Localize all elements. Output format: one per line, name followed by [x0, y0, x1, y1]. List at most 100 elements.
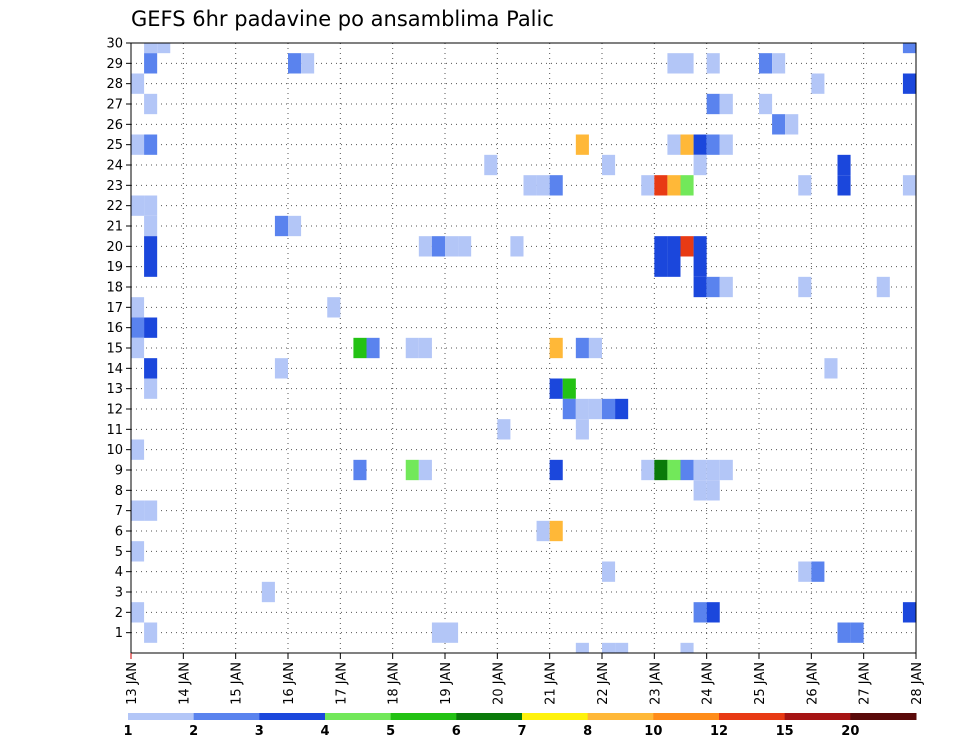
- y-tick-label: 8: [115, 484, 123, 499]
- precip-cell: [706, 480, 720, 501]
- precip-cell: [144, 500, 158, 521]
- precip-cell: [274, 215, 288, 237]
- precip-cell: [798, 175, 812, 196]
- y-tick-label: 20: [106, 240, 123, 255]
- precip-cell: [497, 419, 511, 440]
- precip-cell: [405, 337, 419, 359]
- x-tick-label: 26 JAN: [805, 662, 820, 705]
- precip-cell: [144, 256, 158, 277]
- y-tick-label: 29: [106, 57, 123, 72]
- precip-cell: [693, 256, 707, 277]
- precip-cell: [693, 480, 707, 501]
- precip-cell: [654, 459, 668, 481]
- precip-cell: [144, 317, 158, 338]
- y-tick-label: 5: [115, 545, 123, 560]
- colorbar-label: 8: [583, 724, 592, 739]
- y-tick-label: 11: [106, 423, 123, 438]
- colorbar-swatch: [456, 713, 523, 720]
- y-tick-label: 26: [106, 118, 123, 133]
- y-tick-label: 28: [106, 77, 123, 92]
- precip-cell: [667, 236, 681, 257]
- x-tick-label: 28 JAN: [910, 662, 925, 705]
- precip-cell: [431, 236, 445, 257]
- y-tick-label: 10: [106, 443, 123, 458]
- precip-cell: [549, 459, 563, 481]
- precip-cell: [405, 459, 419, 481]
- y-tick-label: 21: [106, 220, 123, 235]
- y-tick-label: 1: [115, 626, 123, 641]
- precip-cell: [327, 297, 341, 318]
- precip-cell: [431, 622, 445, 643]
- precip-cell: [667, 256, 681, 277]
- y-tick-label: 23: [106, 179, 123, 194]
- y-tick-label: 19: [106, 260, 123, 275]
- precip-cell: [719, 93, 733, 115]
- precip-cell: [144, 358, 158, 379]
- y-tick-label: 13: [106, 382, 123, 397]
- precip-cell: [824, 358, 838, 379]
- precip-cell: [654, 256, 668, 277]
- colorbar-label: 1: [123, 724, 132, 739]
- precip-cell: [680, 459, 694, 481]
- precip-cell: [654, 175, 668, 196]
- precip-cell: [575, 398, 589, 420]
- precip-cell: [719, 134, 733, 155]
- colorbar-label: 3: [255, 724, 264, 739]
- precip-cell: [641, 459, 655, 481]
- precip-cell: [602, 642, 616, 653]
- colorbar-label: 20: [841, 724, 859, 739]
- precip-cell: [602, 561, 616, 582]
- y-tick-label: 3: [115, 586, 123, 601]
- y-tick-label: 4: [115, 565, 123, 580]
- colorbar-swatch: [128, 713, 195, 720]
- y-tick-label: 30: [106, 37, 123, 52]
- precip-cell: [693, 154, 707, 176]
- y-tick-label: 22: [106, 199, 123, 214]
- precip-cell: [536, 175, 550, 196]
- precip-cell: [719, 459, 733, 481]
- precip-cell: [667, 53, 681, 74]
- precip-cell: [680, 134, 694, 155]
- colorbar-swatch: [719, 713, 786, 720]
- colorbar-swatch: [784, 713, 851, 720]
- precip-cell: [131, 439, 145, 460]
- precip-cell: [144, 236, 158, 257]
- precip-cell: [680, 53, 694, 74]
- precip-cell: [693, 602, 707, 623]
- precip-cell: [144, 215, 158, 237]
- colorbar-label: 4: [320, 724, 329, 739]
- precip-cell: [131, 317, 145, 338]
- precip-cell: [131, 134, 145, 155]
- precip-cell: [667, 175, 681, 196]
- precip-cell: [157, 43, 171, 54]
- precip-cell: [366, 337, 380, 359]
- y-tick-label: 6: [115, 525, 123, 540]
- precip-cell: [667, 134, 681, 155]
- precip-cell: [458, 236, 472, 257]
- precip-cell: [706, 602, 720, 623]
- y-tick-label: 2: [115, 606, 123, 621]
- colorbar-swatch: [390, 713, 457, 720]
- y-tick-label: 17: [106, 301, 123, 316]
- precip-cell: [719, 276, 733, 298]
- precip-cell: [706, 53, 720, 74]
- colorbar-swatch: [259, 713, 326, 720]
- x-tick-label: 15 JAN: [230, 662, 245, 705]
- precip-cell: [575, 419, 589, 440]
- precip-cell: [144, 378, 158, 399]
- precip-cell: [549, 337, 563, 359]
- precip-cell: [588, 337, 602, 359]
- precip-cell: [654, 236, 668, 257]
- precip-cell: [693, 236, 707, 257]
- precip-cell: [811, 561, 825, 582]
- precip-cell: [144, 134, 158, 155]
- precip-cell: [549, 175, 563, 196]
- precip-cell: [144, 622, 158, 643]
- colorbar-label: 12: [710, 724, 728, 739]
- x-tick-label: 21 JAN: [544, 662, 559, 705]
- y-tick-label: 25: [106, 138, 123, 153]
- precip-cell: [131, 337, 145, 359]
- precip-cell: [680, 642, 694, 653]
- precip-cell: [902, 602, 916, 623]
- x-tick-label: 16 JAN: [282, 662, 297, 705]
